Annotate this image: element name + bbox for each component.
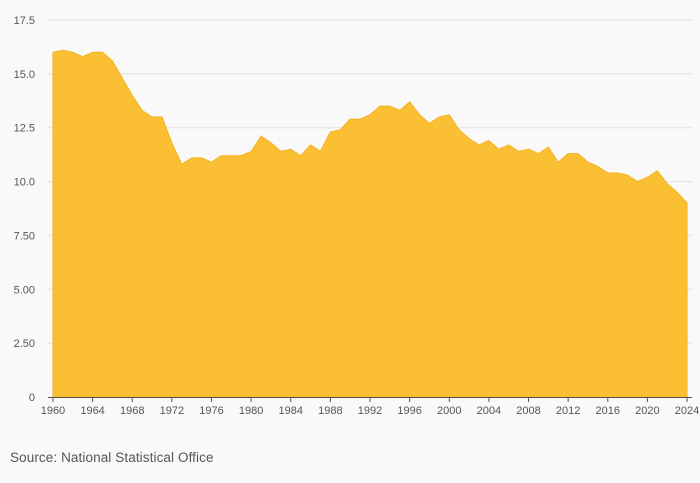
x-tick-label: 1980	[239, 405, 263, 417]
x-tick-label: 2004	[477, 405, 501, 417]
y-tick-label: 5.00	[14, 284, 35, 296]
x-tick-label: 1964	[80, 405, 104, 417]
source-note: Source: National Statistical Office	[10, 450, 214, 465]
x-tick-label: 1976	[199, 405, 223, 417]
y-tick-label: 12.5	[14, 123, 35, 135]
x-tick-label: 2008	[516, 405, 540, 417]
area-series	[52, 49, 688, 398]
x-tick-label: 2016	[596, 405, 620, 417]
x-tick-label: 1984	[278, 405, 302, 417]
y-tick-label: 15.0	[14, 69, 35, 81]
x-tick-label: 2012	[556, 405, 580, 417]
x-tick-label: 1992	[358, 405, 382, 417]
y-tick-label: 0	[29, 392, 35, 404]
y-tick-label: 2.50	[14, 338, 35, 350]
x-tick-label: 1988	[318, 405, 342, 417]
x-tick-label: 1972	[160, 405, 184, 417]
x-tick-label: 2020	[635, 405, 659, 417]
x-tick-label: 1960	[41, 405, 65, 417]
y-tick-label: 7.50	[14, 230, 35, 242]
x-tick-label: 2000	[437, 405, 461, 417]
y-tick-label: 10.0	[14, 177, 35, 189]
x-tick-label: 1968	[120, 405, 144, 417]
y-tick-label: 17.5	[14, 15, 35, 27]
x-tick-label: 2024	[675, 405, 699, 417]
x-tick-label: 1996	[397, 405, 421, 417]
